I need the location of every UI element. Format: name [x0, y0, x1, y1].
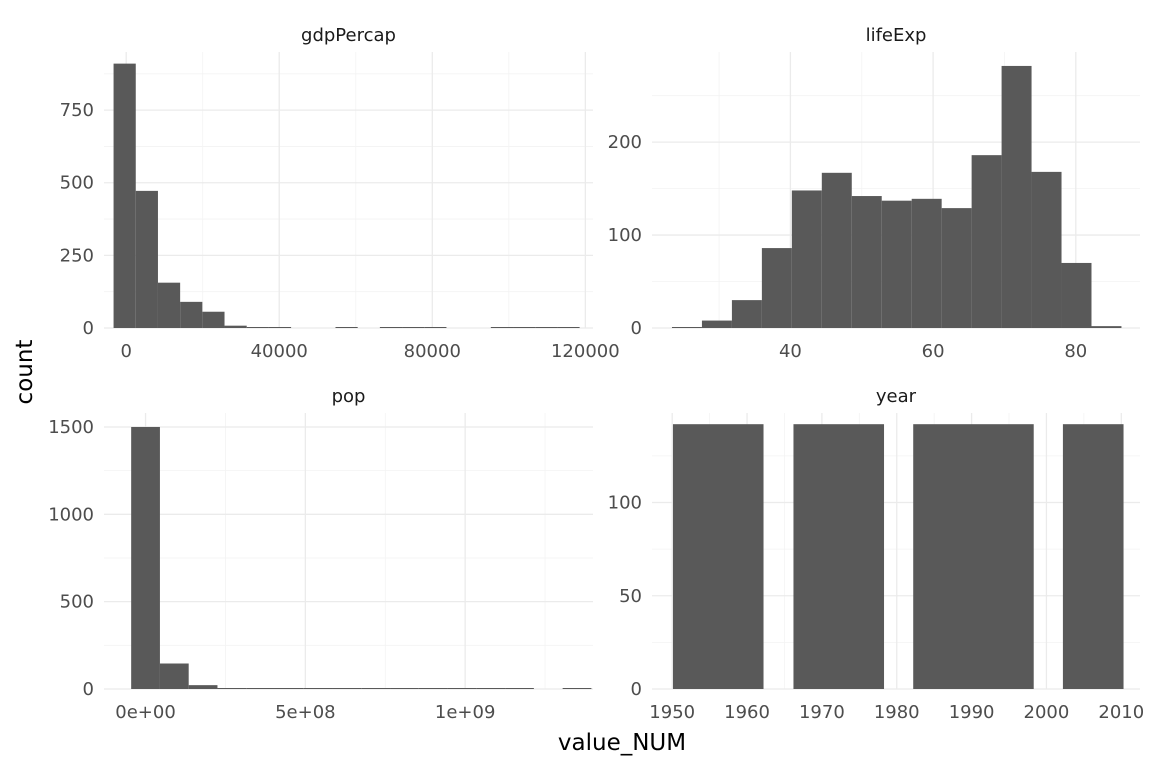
histogram-bar: [1062, 424, 1124, 689]
histogram-bar: [731, 300, 762, 328]
y-tick-label: 0: [631, 679, 642, 700]
panel-year: 1950 1960 1970 1980 1990 2000 2010 0 50 100 year: [608, 386, 1145, 723]
histogram-bar: [793, 424, 885, 689]
panel-title: pop: [332, 386, 366, 407]
x-tick-label: 40000: [251, 341, 308, 362]
histogram-bar: [821, 172, 852, 328]
histogram-bar: [535, 327, 558, 328]
x-tick-label: 60: [922, 341, 945, 362]
histogram-bar: [881, 200, 912, 328]
x-tick-label: 80000: [404, 341, 461, 362]
x-tick-label: 1950: [649, 702, 695, 723]
histogram-bar: [390, 688, 419, 689]
panel-title: year: [876, 386, 917, 407]
histogram-bar: [379, 327, 403, 328]
x-tick-label: 2010: [1098, 702, 1144, 723]
histogram-bar: [1031, 171, 1062, 328]
x-tick-label: 80: [1064, 341, 1087, 362]
histogram-bar: [135, 190, 158, 328]
x-tick-label: 1990: [949, 702, 995, 723]
y-axis-title: count: [12, 340, 38, 405]
x-tick-label: 1e+09: [435, 702, 496, 723]
histogram-bar: [418, 688, 448, 689]
histogram-bar: [303, 688, 333, 689]
y-tick-label: 0: [83, 679, 94, 700]
x-tick-label: 1970: [799, 702, 845, 723]
histogram-bar: [159, 663, 189, 689]
histogram-bar: [1061, 262, 1092, 328]
histogram-bar: [157, 282, 181, 328]
histogram-bar: [131, 426, 160, 689]
histogram-bar: [672, 424, 764, 689]
histogram-bar: [505, 688, 534, 689]
y-tick-label: 100: [608, 225, 642, 246]
histogram-bar: [513, 327, 536, 328]
histogram-bar: [701, 320, 732, 328]
y-tick-label: 1500: [48, 417, 94, 438]
x-tick-label: 2000: [1024, 702, 1070, 723]
histogram-bar: [911, 198, 942, 328]
histogram-bar: [180, 301, 203, 328]
y-tick-label: 1000: [48, 504, 94, 525]
histogram-bar: [671, 327, 702, 328]
histogram-bar: [557, 327, 580, 328]
histogram-bar: [562, 688, 592, 689]
histogram-bar: [217, 688, 247, 689]
histogram-bar: [424, 327, 447, 328]
histogram-bar: [332, 688, 362, 689]
histogram-bar: [361, 688, 391, 689]
histogram-bar: [447, 688, 477, 689]
y-tick-label: 500: [60, 173, 94, 194]
x-tick-label: 40: [779, 341, 802, 362]
panel-pop: 0e+00 5e+08 1e+09 0 500 1000 1500 pop: [48, 386, 593, 723]
histogram-bar: [246, 688, 275, 689]
histogram-bar: [971, 155, 1002, 328]
histogram-bar: [791, 190, 822, 328]
histogram-bar: [202, 311, 225, 328]
histogram-bar: [476, 688, 506, 689]
histogram-bar: [490, 327, 514, 328]
y-tick-label: 200: [608, 132, 642, 153]
y-tick-label: 500: [60, 592, 94, 613]
y-tick-label: 0: [631, 318, 642, 339]
x-tick-label: 120000: [551, 341, 620, 362]
histogram-bar: [268, 327, 292, 328]
panel-gdpPercap: 0 40000 80000 120000 0 250 500 750 gdpPercap: [60, 25, 620, 362]
histogram-bar: [1091, 326, 1122, 328]
histogram-bar: [1001, 65, 1032, 328]
x-axis-title: value_NUM: [558, 730, 686, 756]
y-tick-label: 750: [60, 100, 94, 121]
x-tick-label: 5e+08: [275, 702, 336, 723]
histogram-bar: [761, 248, 792, 328]
x-tick-label: 0: [120, 341, 131, 362]
x-tick-label: 1980: [874, 702, 920, 723]
histogram-bar: [188, 685, 218, 689]
histogram-bar: [402, 327, 425, 328]
panel-title: gdpPercap: [301, 25, 396, 46]
x-tick-label: 0e+00: [115, 702, 176, 723]
histogram-bar: [941, 208, 972, 328]
histogram-bar: [224, 325, 247, 328]
histogram-bar: [113, 63, 136, 328]
histogram-bar: [913, 424, 1034, 689]
histogram-bar: [246, 327, 269, 328]
panel-title: lifeExp: [866, 25, 927, 46]
y-tick-label: 0: [83, 318, 94, 339]
y-tick-label: 250: [60, 245, 94, 266]
x-tick-label: 1960: [724, 702, 770, 723]
y-tick-label: 100: [608, 493, 642, 514]
histogram-bar: [335, 327, 358, 328]
histogram-bar: [274, 688, 304, 689]
y-tick-label: 50: [619, 586, 642, 607]
histogram-bar: [851, 196, 882, 328]
panel-lifeExp: 40 60 80 0 100 200 lifeExp: [608, 25, 1140, 362]
